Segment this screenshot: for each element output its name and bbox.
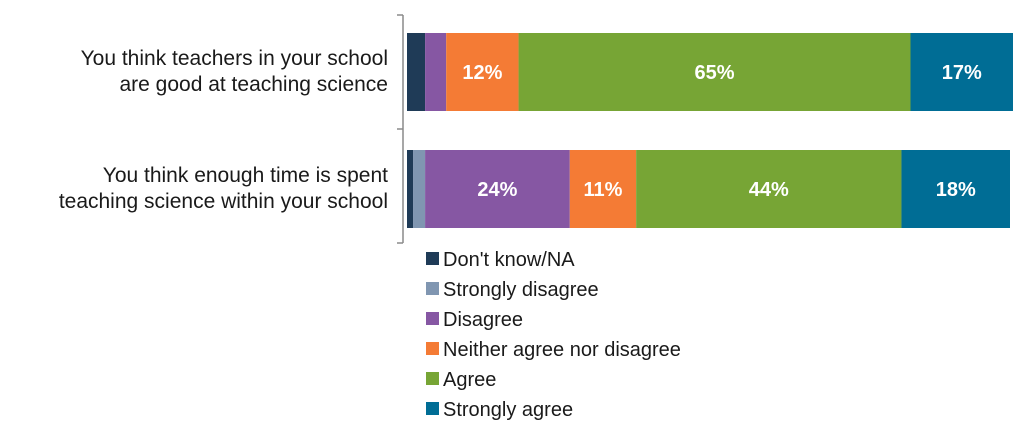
bar-segment bbox=[446, 33, 519, 111]
legend-label: Strongly agree bbox=[443, 399, 573, 421]
legend-item: Don't know/NA bbox=[426, 249, 575, 271]
legend-label: Agree bbox=[443, 369, 496, 391]
legend-item: Disagree bbox=[426, 309, 523, 331]
data-label: 18% bbox=[936, 179, 976, 201]
legend-swatch bbox=[426, 402, 439, 415]
legend-item: Neither agree nor disagree bbox=[426, 339, 681, 361]
category-labels: You think teachers in your school are goo… bbox=[59, 47, 388, 213]
category-label-line: You think teachers in your school bbox=[81, 47, 388, 70]
legend-swatch bbox=[426, 372, 439, 385]
bar-segment bbox=[518, 33, 911, 111]
bar-segment bbox=[407, 150, 414, 228]
bar-segment bbox=[425, 150, 570, 228]
category-label: You think enough time is spent teaching s… bbox=[59, 164, 388, 213]
category-label-line: You think enough time is spent bbox=[103, 164, 388, 187]
bar-segment bbox=[407, 33, 426, 111]
legend-swatch bbox=[426, 342, 439, 355]
bar-data-labels: 12% 65% 17% 24% 11% 44% 18% bbox=[462, 62, 982, 201]
bar-segment bbox=[425, 33, 447, 111]
legend-label: Disagree bbox=[443, 309, 523, 331]
legend-label: Strongly disagree bbox=[443, 279, 599, 301]
bar-segment bbox=[636, 150, 902, 228]
bar-segment bbox=[413, 150, 426, 228]
legend-swatch bbox=[426, 282, 439, 295]
legend-label: Neither agree nor disagree bbox=[443, 339, 681, 361]
legend-item: Agree bbox=[426, 369, 496, 391]
category-label-line: are good at teaching science bbox=[119, 73, 388, 96]
bar-segment bbox=[910, 33, 1013, 111]
category-axis-ticks bbox=[397, 14, 403, 244]
data-label: 11% bbox=[584, 179, 623, 201]
legend: Don't know/NA Strongly disagree Disagree Ne… bbox=[426, 249, 681, 421]
category-label-line: teaching science within your school bbox=[59, 190, 388, 213]
category-label: You think teachers in your school are goo… bbox=[81, 47, 388, 96]
legend-item: Strongly agree bbox=[426, 399, 573, 421]
legend-label: Don't know/NA bbox=[443, 249, 575, 271]
data-label: 12% bbox=[462, 62, 502, 84]
legend-swatch bbox=[426, 252, 439, 265]
data-label: 65% bbox=[695, 62, 735, 84]
data-label: 17% bbox=[942, 62, 982, 84]
legend-swatch bbox=[426, 312, 439, 325]
bar-segment bbox=[569, 150, 637, 228]
data-label: 24% bbox=[477, 179, 517, 201]
bars bbox=[407, 33, 1013, 228]
data-label: 44% bbox=[749, 179, 789, 201]
bar-segment bbox=[901, 150, 1010, 228]
legend-item: Strongly disagree bbox=[426, 279, 599, 301]
